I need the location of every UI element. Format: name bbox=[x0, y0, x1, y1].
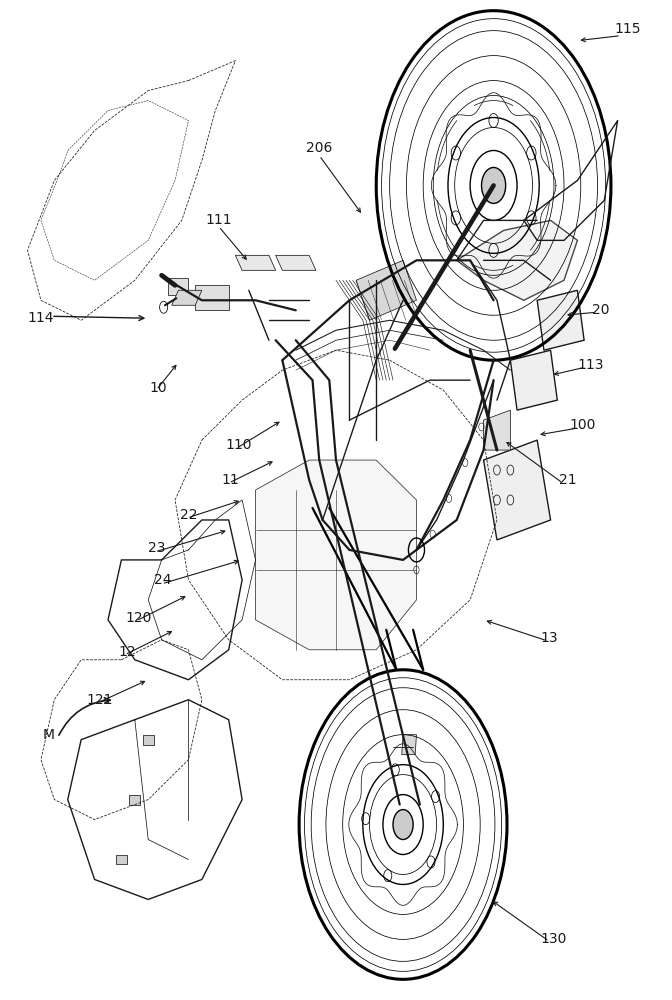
Text: 120: 120 bbox=[125, 611, 151, 625]
Text: 115: 115 bbox=[614, 22, 641, 36]
Circle shape bbox=[393, 810, 413, 840]
Text: M: M bbox=[43, 728, 55, 742]
Text: 130: 130 bbox=[541, 932, 567, 946]
Text: 13: 13 bbox=[540, 631, 558, 645]
Text: 110: 110 bbox=[226, 438, 252, 452]
Polygon shape bbox=[130, 795, 140, 805]
Polygon shape bbox=[510, 350, 557, 410]
Polygon shape bbox=[276, 255, 316, 270]
Text: 113: 113 bbox=[577, 358, 604, 372]
Polygon shape bbox=[169, 278, 188, 295]
Polygon shape bbox=[195, 285, 228, 310]
Polygon shape bbox=[402, 735, 417, 755]
Text: 100: 100 bbox=[570, 418, 596, 432]
Polygon shape bbox=[235, 255, 276, 270]
Polygon shape bbox=[484, 410, 510, 450]
Circle shape bbox=[482, 167, 505, 203]
Polygon shape bbox=[537, 290, 584, 350]
Text: 111: 111 bbox=[206, 213, 232, 227]
Polygon shape bbox=[172, 290, 202, 305]
Polygon shape bbox=[143, 735, 154, 745]
Text: 11: 11 bbox=[221, 473, 239, 487]
Text: 24: 24 bbox=[155, 573, 172, 587]
Polygon shape bbox=[356, 260, 417, 320]
Polygon shape bbox=[116, 855, 127, 864]
Text: 12: 12 bbox=[118, 645, 136, 659]
Text: 206: 206 bbox=[306, 141, 333, 155]
Polygon shape bbox=[255, 460, 417, 650]
Polygon shape bbox=[457, 220, 577, 300]
Polygon shape bbox=[484, 440, 550, 540]
Text: 121: 121 bbox=[87, 693, 113, 707]
Text: 21: 21 bbox=[558, 473, 576, 487]
Text: 23: 23 bbox=[148, 541, 165, 555]
Text: 10: 10 bbox=[149, 381, 167, 395]
Text: 22: 22 bbox=[179, 508, 197, 522]
Text: 114: 114 bbox=[28, 311, 54, 325]
Text: 20: 20 bbox=[592, 303, 610, 317]
